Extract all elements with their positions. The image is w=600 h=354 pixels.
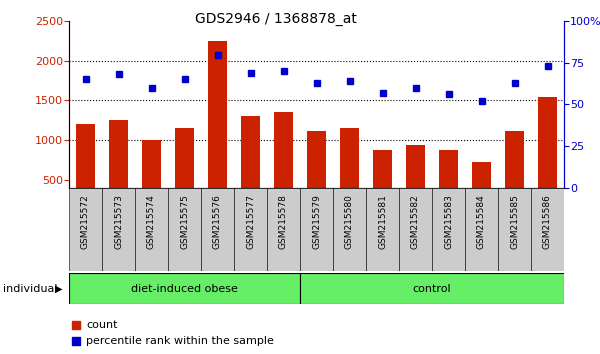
Bar: [109, 120, 128, 219]
Text: GSM215581: GSM215581: [378, 194, 387, 249]
Text: GSM215574: GSM215574: [147, 194, 156, 249]
Bar: [531, 188, 564, 271]
Text: GSM215584: GSM215584: [477, 194, 486, 249]
Text: GSM215583: GSM215583: [444, 194, 453, 249]
Text: GDS2946 / 1368878_at: GDS2946 / 1368878_at: [195, 12, 357, 27]
Text: GSM215575: GSM215575: [180, 194, 189, 249]
Bar: [274, 112, 293, 219]
Text: GSM215572: GSM215572: [81, 194, 90, 249]
Bar: [69, 273, 300, 304]
Text: GSM215576: GSM215576: [213, 194, 222, 249]
Text: GSM215585: GSM215585: [510, 194, 519, 249]
Bar: [399, 188, 432, 271]
Text: GSM215579: GSM215579: [312, 194, 321, 249]
Text: GSM215586: GSM215586: [543, 194, 552, 249]
Bar: [472, 162, 491, 219]
Text: percentile rank within the sample: percentile rank within the sample: [86, 336, 274, 346]
Bar: [69, 188, 102, 271]
Text: GSM215580: GSM215580: [345, 194, 354, 249]
Bar: [208, 41, 227, 219]
Text: count: count: [86, 320, 118, 330]
Bar: [498, 188, 531, 271]
Text: GSM215582: GSM215582: [411, 194, 420, 249]
Bar: [267, 188, 300, 271]
Bar: [432, 188, 465, 271]
Bar: [465, 188, 498, 271]
Text: ▶: ▶: [55, 284, 62, 293]
Text: diet-induced obese: diet-induced obese: [131, 284, 238, 293]
Bar: [538, 97, 557, 219]
Bar: [135, 188, 168, 271]
Bar: [439, 150, 458, 219]
Text: GSM215573: GSM215573: [114, 194, 123, 249]
Bar: [234, 188, 267, 271]
Text: control: control: [413, 284, 451, 293]
Bar: [241, 116, 260, 219]
Bar: [333, 188, 366, 271]
Bar: [505, 131, 524, 219]
Bar: [406, 145, 425, 219]
Bar: [300, 273, 564, 304]
Text: GSM215577: GSM215577: [246, 194, 255, 249]
Bar: [76, 124, 95, 219]
Bar: [300, 188, 333, 271]
Bar: [366, 188, 399, 271]
Bar: [142, 140, 161, 219]
Bar: [307, 131, 326, 219]
Bar: [201, 188, 234, 271]
Text: individual: individual: [3, 284, 58, 293]
Bar: [102, 188, 135, 271]
Bar: [168, 188, 201, 271]
Bar: [373, 150, 392, 219]
Text: GSM215578: GSM215578: [279, 194, 288, 249]
Bar: [175, 128, 194, 219]
Bar: [340, 128, 359, 219]
